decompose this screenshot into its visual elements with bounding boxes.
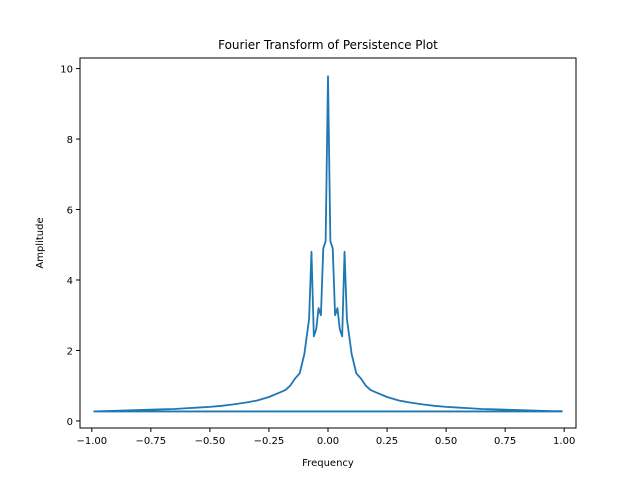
x-tick-label: 0.25 — [376, 436, 398, 447]
x-tick-label: 0.50 — [435, 436, 457, 447]
x-tick-label: 1.00 — [553, 436, 575, 447]
x-axis-ticks: −1.00 −0.75 −0.50 −0.25 0.00 0.25 0.50 0.75 1.00 — [76, 428, 575, 447]
x-tick-label: −0.50 — [195, 436, 226, 447]
y-tick-label: 8 — [67, 135, 73, 146]
x-tick-label: 0.75 — [494, 436, 516, 447]
y-tick-label: 6 — [67, 206, 73, 217]
y-tick-label: 0 — [67, 417, 73, 428]
y-axis-ticks: 0 2 4 6 8 10 — [60, 65, 80, 428]
y-tick-label: 10 — [60, 65, 73, 76]
x-tick-label: −1.00 — [76, 436, 107, 447]
x-tick-label: −0.25 — [254, 436, 285, 447]
y-tick-label: 2 — [67, 346, 73, 357]
x-tick-label: −0.75 — [136, 436, 167, 447]
x-axis-label: Frequency — [302, 458, 354, 469]
y-axis-label: Amplitude — [35, 217, 46, 268]
chart-title: Fourier Transform of Persistence Plot — [218, 38, 438, 52]
series-line — [93, 75, 563, 413]
y-tick-label: 4 — [67, 276, 73, 287]
x-tick-label: 0.00 — [317, 436, 339, 447]
